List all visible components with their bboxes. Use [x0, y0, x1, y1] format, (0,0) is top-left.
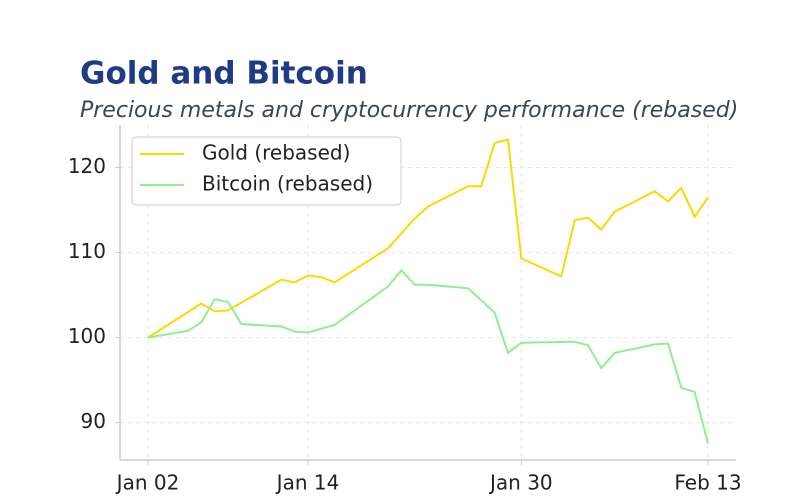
chart-subtitle: Precious metals and cryptocurrency perfo… [80, 98, 738, 123]
legend-label: Bitcoin (rebased) [202, 172, 373, 196]
series-line [147, 138, 709, 339]
x-tick-label: Feb 13 [674, 471, 741, 495]
y-tick-label: 110 [68, 239, 106, 263]
y-tick-label: 90 [81, 409, 106, 433]
legend-box [131, 136, 402, 206]
x-tick-label: Jan 30 [488, 471, 553, 495]
chart-title: Gold and Bitcoin [80, 56, 368, 92]
x-tick-label: Jan 02 [115, 471, 180, 495]
legend-label: Gold (rebased) [202, 141, 350, 165]
x-tick-label: Jan 14 [275, 471, 340, 495]
legend: Gold (rebased) Bitcoin (rebased) [131, 136, 402, 206]
series-line [147, 268, 709, 445]
y-tick-label: 120 [68, 154, 106, 178]
y-tick-label: 100 [68, 324, 106, 348]
